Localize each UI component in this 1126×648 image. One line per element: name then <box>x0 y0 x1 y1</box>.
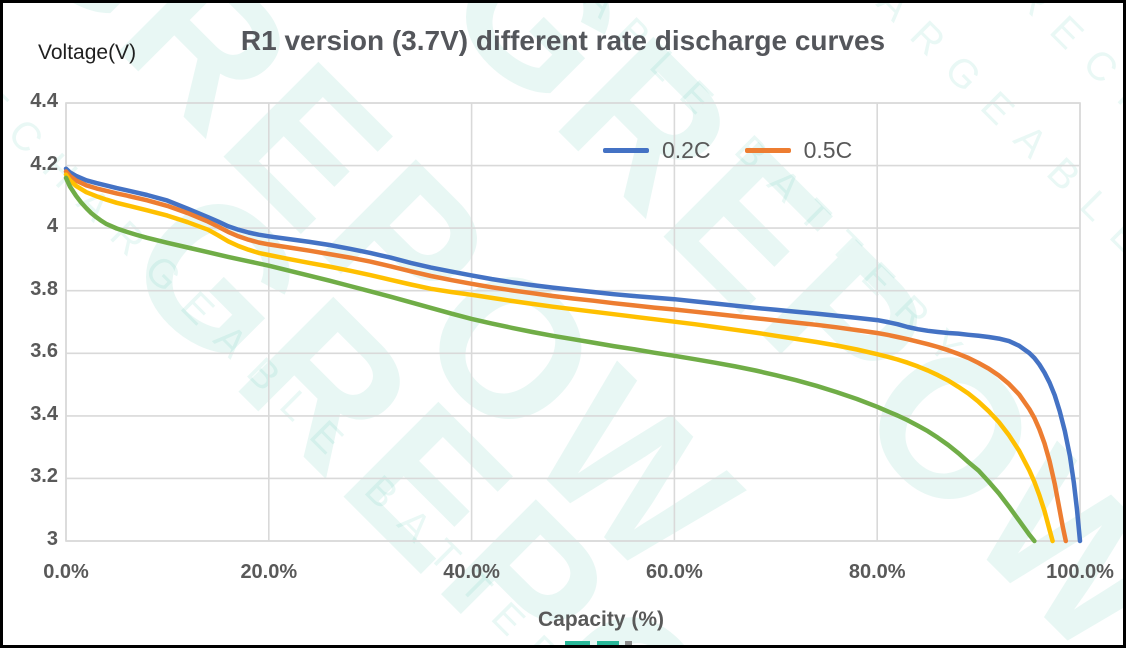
y-axis-title: Voltage(V) <box>38 41 137 64</box>
y-tick-label: 3.6 <box>30 340 58 363</box>
legend-item-0.2c: 0.2C <box>603 137 711 164</box>
legend-label: 0.2C <box>662 137 711 163</box>
x-tick-label: 0.0% <box>43 561 89 583</box>
legend-label: 0.5C <box>803 137 853 163</box>
x-tick-label: 20.0% <box>240 561 298 583</box>
x-tick-label: 40.0% <box>443 561 500 583</box>
x-tick-label: 100.0% <box>1046 561 1114 583</box>
legend-item-0.5c: 0.5C <box>744 137 853 164</box>
x-tick-label: 60.0% <box>646 561 703 583</box>
legend: 0.2C 0.5C <box>603 137 852 164</box>
legend-line-swatch <box>603 148 649 153</box>
footer-logo-bar <box>597 641 619 645</box>
footer-logo-bar <box>565 641 590 645</box>
y-tick-label: 3.2 <box>30 465 58 488</box>
x-tick-label: 80.0% <box>848 561 906 583</box>
x-axis-title: Capacity (%) <box>537 608 665 631</box>
chart-title: R1 version (3.7V) different rate dischar… <box>240 25 886 56</box>
plot-area <box>63 102 1083 544</box>
y-tick-label: 3.8 <box>30 277 58 300</box>
y-tick-label: 4 <box>46 215 58 238</box>
y-tick-label: 3.4 <box>30 402 58 425</box>
footer-logo-bar <box>625 641 632 645</box>
y-tick-label: 3 <box>46 528 58 550</box>
legend-line-swatch <box>744 148 791 153</box>
y-tick-label: 4.2 <box>30 152 58 175</box>
y-tick-label: 4.4 <box>30 90 58 112</box>
